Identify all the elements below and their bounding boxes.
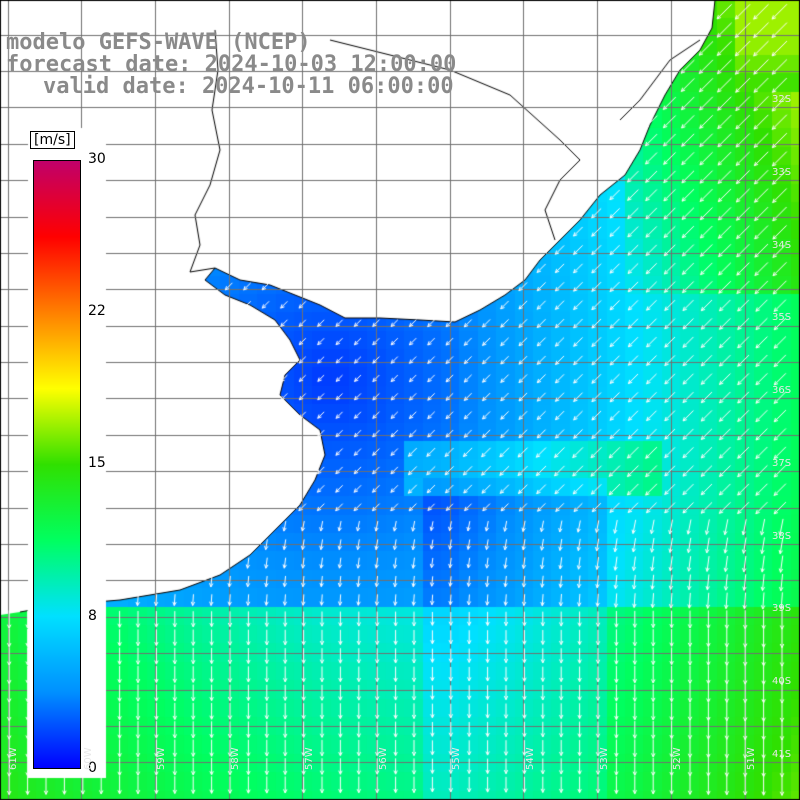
lat-label-40s: 40S bbox=[772, 676, 792, 687]
lat-label-41s: 41S bbox=[772, 749, 792, 760]
colorbar-tick-30: 30 bbox=[88, 151, 106, 167]
lat-label-38s: 38S bbox=[772, 531, 792, 542]
forecast-date: forecast date: 2024-10-03 12:00:00 bbox=[6, 52, 457, 77]
colorbar bbox=[33, 160, 81, 769]
colorbar-tick-0: 0 bbox=[88, 760, 97, 776]
colorbar-tick-22: 22 bbox=[88, 303, 106, 319]
lon-label-61w: 61W bbox=[8, 747, 19, 770]
lon-label-59w: 59W bbox=[156, 747, 167, 770]
lon-label-58w: 58W bbox=[230, 747, 241, 770]
colorbar-unit: [m/s] bbox=[30, 131, 75, 149]
lon-label-54w: 54W bbox=[525, 747, 536, 770]
lat-label-32s: 32S bbox=[772, 94, 792, 105]
lat-label-33s: 33S bbox=[772, 167, 792, 178]
lon-label-55w: 55W bbox=[451, 747, 462, 770]
lon-label-57w: 57W bbox=[304, 747, 315, 770]
lon-label-52w: 52W bbox=[672, 747, 683, 770]
lon-label-56w: 56W bbox=[378, 747, 389, 770]
lon-label-60w: 60W bbox=[83, 747, 94, 770]
colorbar-tick-8: 8 bbox=[88, 608, 97, 624]
colorbar-tick-15: 15 bbox=[88, 455, 106, 471]
lon-label-51w: 51W bbox=[746, 747, 757, 770]
lon-label-53w: 53W bbox=[599, 747, 610, 770]
model-title: modelo GEFS-WAVE (NCEP) bbox=[6, 30, 311, 55]
lat-label-35s: 35S bbox=[772, 312, 792, 323]
lat-label-39s: 39S bbox=[772, 603, 792, 614]
lat-label-36s: 36S bbox=[772, 385, 792, 396]
lat-label-34s: 34S bbox=[772, 240, 792, 251]
valid-date: valid date: 2024-10-11 06:00:00 bbox=[43, 74, 454, 99]
lat-label-37s: 37S bbox=[772, 458, 792, 469]
